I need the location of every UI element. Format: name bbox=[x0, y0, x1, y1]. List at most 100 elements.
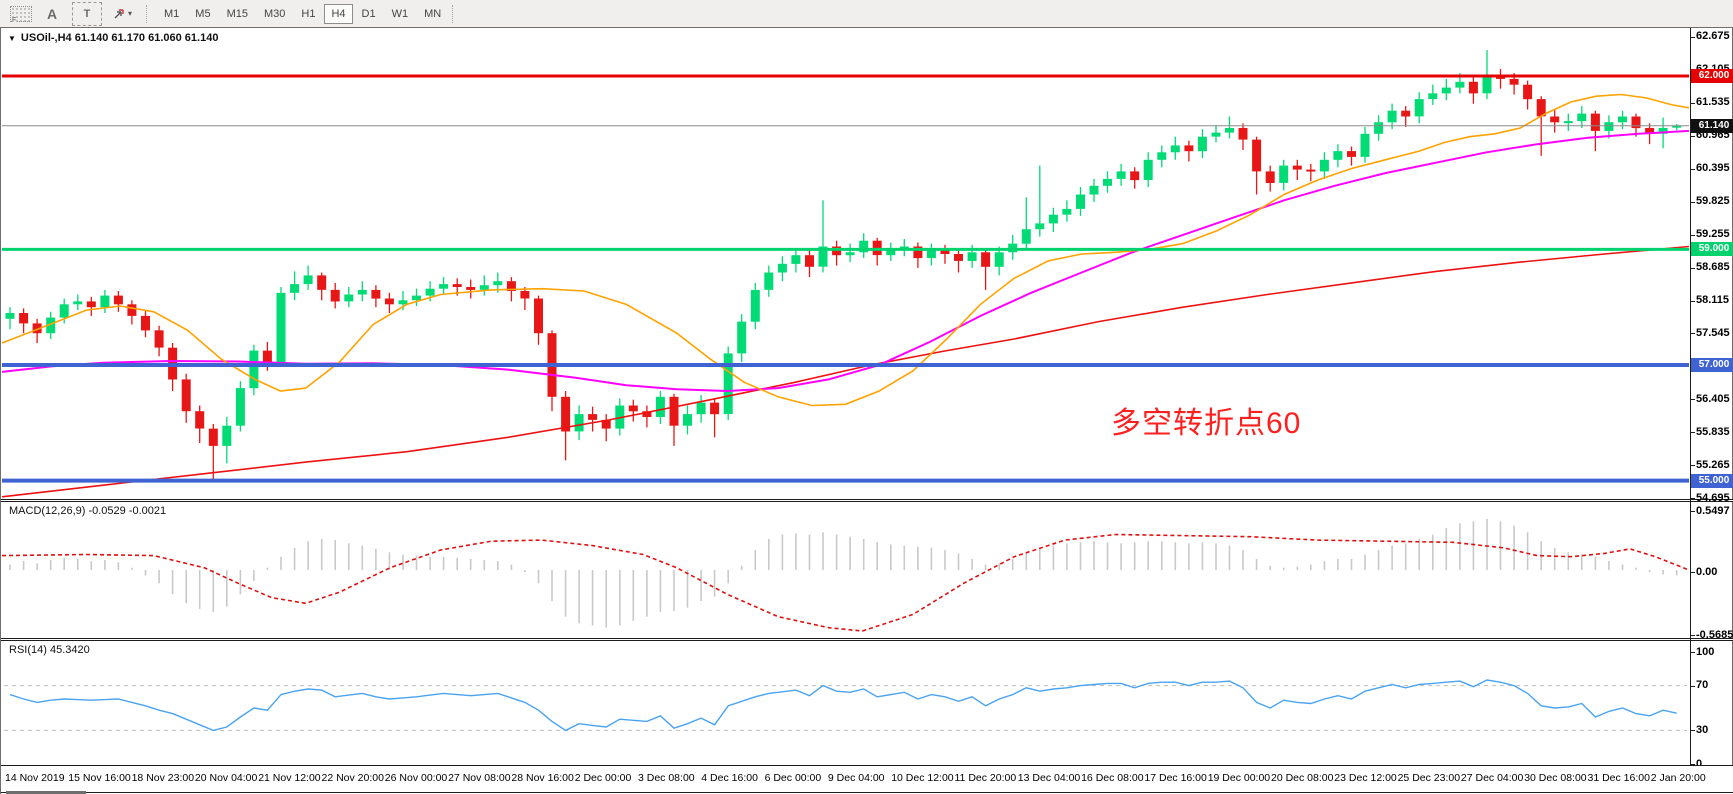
candle-body bbox=[479, 285, 489, 290]
candle-body bbox=[1143, 159, 1153, 180]
candle-body bbox=[86, 301, 96, 308]
timeframe-button-MN[interactable]: MN bbox=[417, 4, 448, 24]
timeframe-button-H1[interactable]: H1 bbox=[294, 4, 322, 24]
timeframe-button-M5[interactable]: M5 bbox=[188, 4, 217, 24]
toolbar-grip[interactable] bbox=[452, 4, 459, 23]
candle-body bbox=[940, 249, 950, 254]
candle-body bbox=[1184, 145, 1194, 152]
candle-body bbox=[1265, 171, 1275, 183]
candle-body bbox=[154, 330, 164, 348]
scrollbar-track[interactable] bbox=[1, 792, 1733, 793]
panel-separator[interactable] bbox=[1, 638, 1733, 641]
candle-body bbox=[1428, 93, 1438, 100]
arrows-icon-glyph bbox=[114, 8, 124, 18]
candle-body bbox=[73, 301, 83, 305]
candle-body bbox=[317, 275, 327, 290]
timeframe-button-M15[interactable]: M15 bbox=[220, 4, 255, 24]
candle-body bbox=[1441, 87, 1451, 94]
panel-separator[interactable] bbox=[1, 499, 1733, 502]
rsi-chart-svg[interactable] bbox=[2, 641, 1689, 765]
candle-body bbox=[439, 284, 449, 289]
price-tick-label: 62.675 bbox=[1696, 30, 1730, 42]
macd-tick-label: 0.00 bbox=[1696, 566, 1718, 578]
candle-body bbox=[818, 246, 828, 267]
candle-body bbox=[737, 321, 747, 354]
rsi-line bbox=[9, 679, 1677, 732]
candle-body bbox=[1509, 78, 1519, 85]
date-label: 14 Nov 2019 bbox=[5, 772, 65, 784]
price-level-label-61.140: 61.140 bbox=[1691, 119, 1733, 133]
candle-body bbox=[1252, 139, 1262, 172]
ma-slow-line bbox=[2, 245, 1689, 498]
candle-body bbox=[1645, 128, 1655, 134]
arrows-tool-icon[interactable]: ▾ bbox=[112, 4, 132, 24]
candle-body bbox=[1076, 194, 1085, 209]
price-tick-label: 57.545 bbox=[1696, 327, 1730, 339]
candle-body bbox=[262, 350, 272, 363]
font-a-icon[interactable]: A bbox=[46, 5, 58, 22]
candle-body bbox=[506, 281, 516, 291]
symbol-dropdown-icon[interactable]: ▼ bbox=[8, 33, 16, 43]
candle-body bbox=[1482, 76, 1492, 94]
candle-body bbox=[1130, 171, 1140, 181]
macd-signal-line bbox=[2, 533, 1689, 632]
timeframe-button-M30[interactable]: M30 bbox=[257, 4, 292, 24]
candle-body bbox=[994, 252, 1004, 267]
macd-tick-label: 0.5497 bbox=[1696, 505, 1730, 517]
candle-body bbox=[222, 425, 232, 446]
candle-body bbox=[1292, 165, 1302, 170]
candle-body bbox=[655, 396, 665, 417]
timeframe-button-H4[interactable]: H4 bbox=[324, 3, 353, 24]
candle-body bbox=[276, 292, 286, 363]
price-chart-svg[interactable] bbox=[2, 29, 1689, 499]
candle-body bbox=[1374, 122, 1384, 134]
candle-body bbox=[1225, 128, 1234, 133]
grid-f-label: F bbox=[12, 16, 17, 24]
timeframe-button-D1[interactable]: D1 bbox=[355, 4, 383, 24]
candle-body bbox=[926, 249, 936, 259]
candle-body bbox=[1319, 159, 1329, 172]
candle-body bbox=[981, 252, 991, 267]
text-t-icon[interactable]: T bbox=[72, 1, 102, 26]
candle-body bbox=[195, 411, 205, 429]
date-label: 15 Nov 16:00 bbox=[68, 772, 131, 784]
price-tick-label: 61.535 bbox=[1696, 96, 1730, 108]
toolbar: F A T ▾ M1 M5 M15 M30 H1 H4 D1 W1 MN bbox=[0, 0, 1733, 28]
candle-body bbox=[398, 300, 408, 305]
price-tick-label: 59.255 bbox=[1696, 228, 1730, 240]
date-label: 10 Dec 12:00 bbox=[891, 772, 954, 784]
time-axis[interactable]: 14 Nov 2019 15 Nov 16:00 18 Nov 23:00 20 No… bbox=[1, 765, 1733, 791]
toolbar-grip[interactable] bbox=[146, 4, 153, 23]
candle-body bbox=[520, 291, 530, 299]
candle-body bbox=[1536, 99, 1546, 117]
chart-window: ▼ USOil-,H4 61.140 61.170 61.060 61.140 … bbox=[0, 27, 1733, 794]
timeframe-button-M1[interactable]: M1 bbox=[157, 4, 186, 24]
candle-body bbox=[886, 249, 896, 256]
candle-body bbox=[588, 414, 598, 420]
macd-chart-svg[interactable] bbox=[2, 502, 1689, 638]
timeframe-button-W1[interactable]: W1 bbox=[385, 4, 416, 24]
candle-body bbox=[127, 304, 137, 316]
grid-f-icon[interactable]: F bbox=[10, 5, 32, 24]
price-tick-label: 59.825 bbox=[1696, 195, 1730, 207]
candle-body bbox=[425, 288, 435, 296]
candle-body bbox=[1577, 113, 1587, 122]
candle-body bbox=[1387, 110, 1397, 123]
candle-body bbox=[642, 411, 652, 417]
date-label: 21 Nov 12:00 bbox=[258, 772, 321, 784]
date-label: 25 Dec 23:00 bbox=[1397, 772, 1461, 784]
candle-body bbox=[859, 240, 869, 253]
candle-body bbox=[344, 294, 354, 302]
candle-body bbox=[1468, 81, 1478, 94]
scrollbar-thumb[interactable] bbox=[6, 791, 86, 794]
price-tick-label: 60.395 bbox=[1696, 162, 1730, 174]
dropdown-caret-icon: ▾ bbox=[128, 9, 133, 18]
price-tick-label: 58.685 bbox=[1696, 261, 1730, 273]
candle-body bbox=[845, 252, 855, 256]
candle-body bbox=[805, 255, 814, 267]
chart-title: ▼ USOil-,H4 61.140 61.170 61.060 61.140 bbox=[8, 32, 218, 44]
chart-text-annotation[interactable]: 多空转折点60 bbox=[1111, 407, 1302, 440]
price-tick-label: 58.115 bbox=[1696, 294, 1730, 306]
candle-body bbox=[384, 298, 394, 305]
rsi-tick-label: 70 bbox=[1696, 679, 1709, 691]
